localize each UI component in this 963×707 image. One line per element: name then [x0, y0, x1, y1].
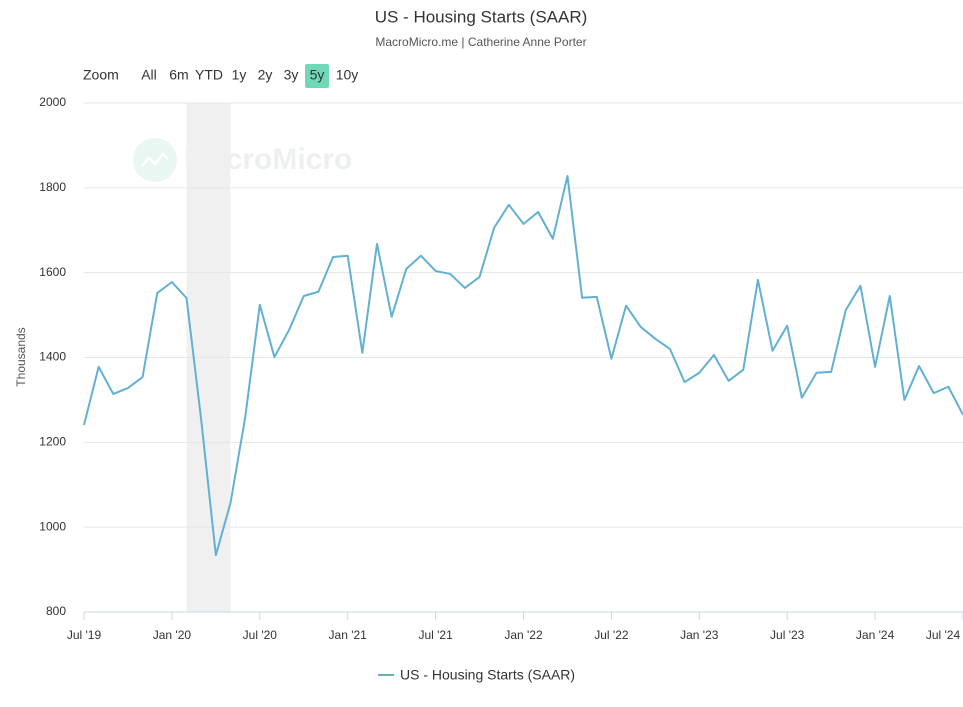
range-button[interactable]: 3y: [284, 67, 299, 83]
x-tick-label: Jul '20: [243, 628, 278, 642]
chart-title: US - Housing Starts (SAAR): [375, 7, 588, 26]
y-tick-label: 1600: [39, 265, 66, 279]
legend-item[interactable]: US - Housing Starts (SAAR): [378, 667, 575, 683]
range-button-label: 10y: [336, 67, 359, 83]
x-tick-label: Jan '21: [329, 628, 368, 642]
x-tick-label: Jan '20: [153, 628, 192, 642]
y-tick-label: 800: [46, 604, 66, 618]
range-button-label: 1y: [232, 67, 247, 83]
legend-label: US - Housing Starts (SAAR): [400, 667, 575, 683]
watermark: MacroMicro: [133, 138, 352, 182]
zoom-label: Zoom: [83, 67, 119, 83]
range-button-label: 2y: [258, 67, 273, 83]
x-tick-label: Jan '22: [504, 628, 543, 642]
y-tick-label: 1400: [39, 350, 66, 364]
range-button-label: 5y: [310, 67, 325, 83]
watermark-icon-line: [141, 152, 169, 167]
y-tick-label: 1000: [39, 519, 66, 533]
range-button-label: YTD: [195, 67, 223, 83]
y-tick-label: 1200: [39, 435, 66, 449]
range-button-label: 3y: [284, 67, 299, 83]
x-tick-label: Jul '21: [418, 628, 453, 642]
range-button[interactable]: 2y: [258, 67, 273, 83]
chart-subtitle: MacroMicro.me | Catherine Anne Porter: [375, 35, 586, 49]
x-tick-label: Jul '22: [594, 628, 629, 642]
x-tick-label: Jul '23: [770, 628, 805, 642]
y-tick-label: 1800: [39, 180, 66, 194]
range-button[interactable]: All: [141, 67, 157, 83]
range-button-selected: [305, 64, 329, 88]
range-button[interactable]: 1y: [232, 67, 247, 83]
x-tick-label: Jul '24: [926, 628, 961, 642]
y-tick-label: 2000: [39, 95, 66, 109]
range-button[interactable]: YTD: [195, 67, 223, 83]
range-button[interactable]: 10y: [336, 67, 359, 83]
range-button[interactable]: 5y: [305, 64, 329, 88]
x-tick-label: Jan '24: [856, 628, 895, 642]
data-line: [83, 174, 963, 557]
range-button[interactable]: 6m: [169, 67, 188, 83]
x-tick-label: Jul '19: [67, 628, 102, 642]
range-button-label: 6m: [169, 67, 188, 83]
watermark-icon: [133, 138, 177, 182]
y-axis-label: Thousands: [14, 327, 28, 386]
range-button-label: All: [141, 67, 157, 83]
x-tick-label: Jan '23: [680, 628, 719, 642]
